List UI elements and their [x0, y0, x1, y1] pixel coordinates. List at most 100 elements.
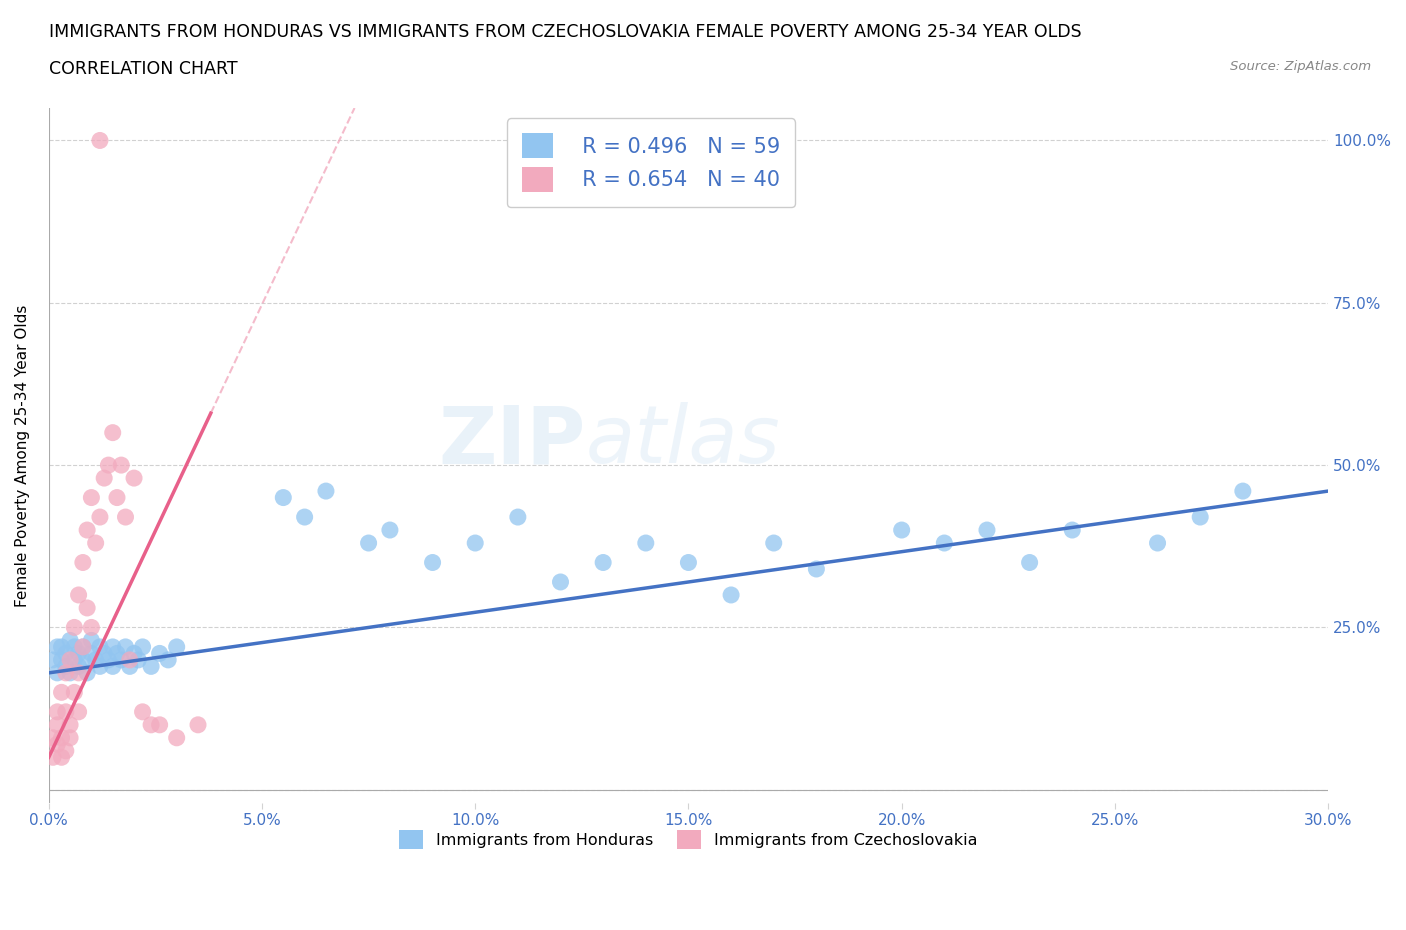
Point — [166, 640, 188, 655]
Point — [72, 653, 94, 668]
Point — [42, 653, 65, 668]
Point — [80, 646, 103, 661]
Point — [51, 730, 73, 745]
Point — [59, 633, 82, 648]
Point — [63, 684, 86, 699]
Point — [118, 653, 141, 668]
Point — [114, 510, 136, 525]
Point — [76, 523, 98, 538]
Point — [157, 653, 180, 668]
Point — [67, 666, 90, 681]
Point — [80, 620, 103, 635]
Point — [720, 588, 742, 603]
Point — [1189, 510, 1212, 525]
Point — [55, 704, 77, 719]
Point — [93, 646, 115, 661]
Point — [46, 737, 69, 751]
Point — [84, 536, 107, 551]
Point — [97, 653, 120, 668]
Point — [89, 510, 111, 525]
Point — [42, 750, 65, 764]
Point — [131, 704, 153, 719]
Point — [80, 490, 103, 505]
Point — [72, 640, 94, 655]
Point — [55, 646, 77, 661]
Point — [46, 640, 69, 655]
Point — [1146, 536, 1168, 551]
Point — [294, 510, 316, 525]
Point — [72, 555, 94, 570]
Point — [122, 471, 145, 485]
Point — [139, 717, 162, 732]
Text: IMMIGRANTS FROM HONDURAS VS IMMIGRANTS FROM CZECHOSLOVAKIA FEMALE POVERTY AMONG : IMMIGRANTS FROM HONDURAS VS IMMIGRANTS F… — [49, 23, 1081, 41]
Point — [1232, 484, 1254, 498]
Point — [806, 562, 828, 577]
Point — [63, 640, 86, 655]
Point — [678, 555, 700, 570]
Legend: Immigrants from Honduras, Immigrants from Czechoslovakia: Immigrants from Honduras, Immigrants fro… — [391, 822, 986, 857]
Point — [67, 588, 90, 603]
Point — [634, 536, 657, 551]
Point — [166, 730, 188, 745]
Text: atlas: atlas — [586, 403, 780, 481]
Point — [97, 458, 120, 472]
Point — [67, 659, 90, 674]
Y-axis label: Female Poverty Among 25-34 Year Olds: Female Poverty Among 25-34 Year Olds — [15, 304, 30, 606]
Point — [357, 536, 380, 551]
Point — [271, 490, 294, 505]
Point — [46, 704, 69, 719]
Point — [51, 653, 73, 668]
Point — [422, 555, 444, 570]
Text: ZIP: ZIP — [439, 403, 586, 481]
Text: CORRELATION CHART: CORRELATION CHART — [49, 60, 238, 78]
Point — [59, 730, 82, 745]
Point — [122, 646, 145, 661]
Point — [890, 523, 912, 538]
Point — [76, 666, 98, 681]
Point — [1062, 523, 1084, 538]
Point — [46, 666, 69, 681]
Point — [63, 620, 86, 635]
Point — [76, 601, 98, 616]
Point — [80, 633, 103, 648]
Point — [59, 666, 82, 681]
Point — [59, 717, 82, 732]
Text: Source: ZipAtlas.com: Source: ZipAtlas.com — [1230, 60, 1371, 73]
Point — [55, 659, 77, 674]
Point — [506, 510, 529, 525]
Point — [51, 750, 73, 764]
Point — [51, 684, 73, 699]
Point — [105, 490, 128, 505]
Point — [139, 659, 162, 674]
Point — [315, 484, 337, 498]
Point — [89, 640, 111, 655]
Point — [55, 666, 77, 681]
Point — [550, 575, 572, 590]
Point — [72, 640, 94, 655]
Point — [149, 646, 172, 661]
Point — [464, 536, 486, 551]
Point — [149, 717, 172, 732]
Point — [114, 640, 136, 655]
Point — [67, 646, 90, 661]
Point — [101, 659, 124, 674]
Point — [187, 717, 209, 732]
Point — [42, 730, 65, 745]
Point — [934, 536, 956, 551]
Point — [46, 717, 69, 732]
Point — [51, 640, 73, 655]
Point — [93, 471, 115, 485]
Point — [127, 653, 149, 668]
Point — [101, 640, 124, 655]
Point — [118, 659, 141, 674]
Point — [592, 555, 614, 570]
Point — [378, 523, 401, 538]
Point — [67, 704, 90, 719]
Point — [59, 653, 82, 668]
Point — [84, 653, 107, 668]
Point — [762, 536, 785, 551]
Point — [101, 425, 124, 440]
Point — [55, 743, 77, 758]
Point — [976, 523, 998, 538]
Point — [110, 458, 132, 472]
